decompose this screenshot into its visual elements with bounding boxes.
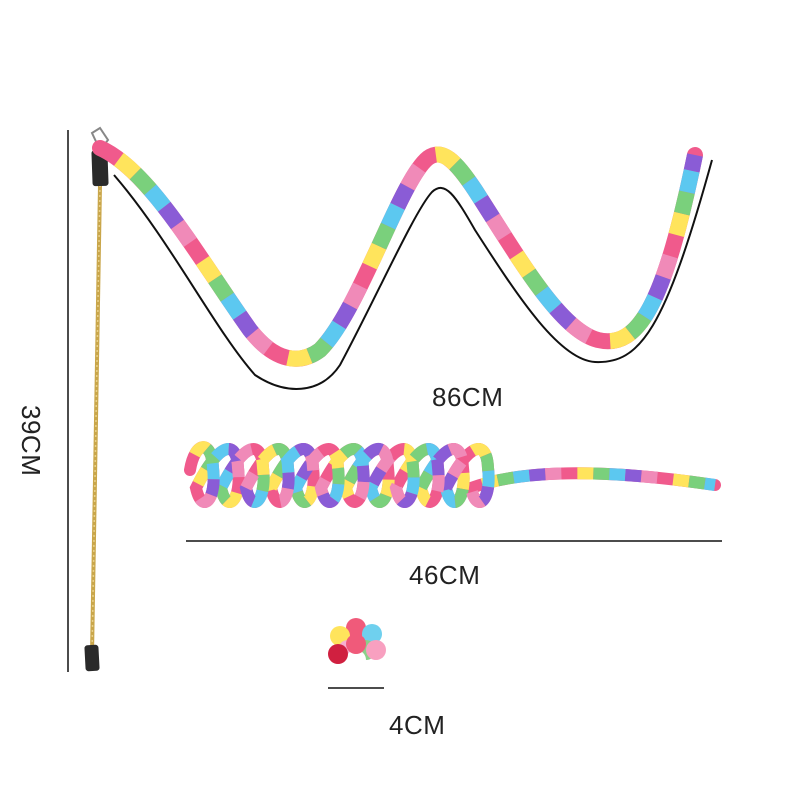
wand-rod xyxy=(84,126,110,672)
ball-size-label: 4CM xyxy=(389,710,446,740)
spring-length-label: 46CM xyxy=(409,560,481,590)
spring-ribbon xyxy=(184,441,721,508)
wand-bottom-cap xyxy=(84,644,100,672)
wave-ribbon xyxy=(92,140,703,367)
wave-dimension-curve xyxy=(113,159,713,390)
wand-length-label: 39CM xyxy=(16,405,46,477)
wave-length-label: 86CM xyxy=(432,382,504,412)
pom-ball xyxy=(328,618,386,670)
